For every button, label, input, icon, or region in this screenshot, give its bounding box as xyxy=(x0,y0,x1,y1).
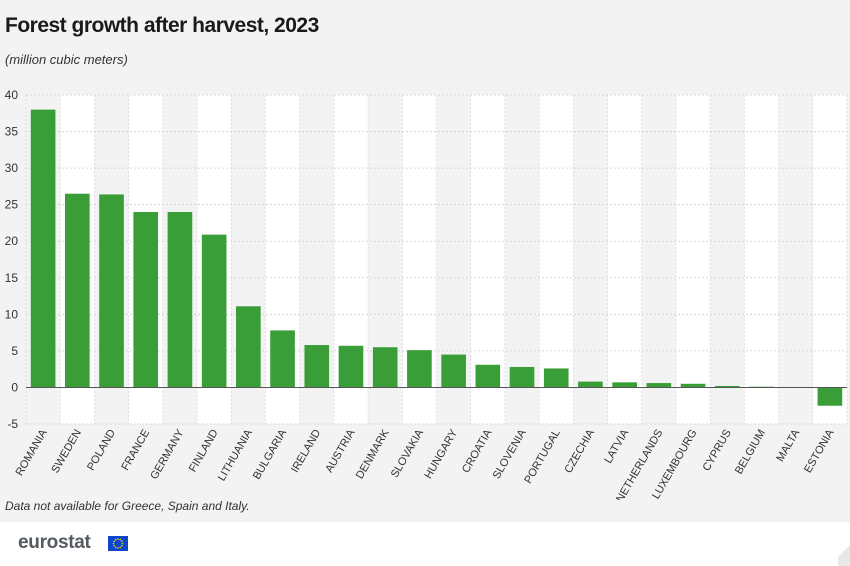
x-tick-label: DENMARK xyxy=(354,427,392,481)
y-tick-label: 20 xyxy=(5,234,19,248)
bar-chart: -5 0 5 10 15 20 25 30 35 40 ROMANIA SWEDEN POLAND FRA… xyxy=(5,88,848,500)
y-tick-label: 40 xyxy=(5,88,19,102)
bar-czechia xyxy=(578,381,603,388)
y-tick-label: -5 xyxy=(7,417,18,431)
y-tick-label: 5 xyxy=(11,344,18,358)
bar-latvia xyxy=(612,382,637,388)
bar-netherlands xyxy=(646,383,672,388)
eu-star-icon xyxy=(117,538,119,540)
column-band xyxy=(675,95,711,424)
x-tick-label: ESTONIA xyxy=(802,427,837,475)
x-tick-label: SWEDEN xyxy=(49,427,84,475)
x-tick-label: MALTA xyxy=(774,427,802,464)
bar-slovenia xyxy=(509,366,535,388)
x-tick-label: BULGARIA xyxy=(251,427,290,482)
x-tick-label: CZECHIA xyxy=(563,427,598,475)
x-tick-label: FRANCE xyxy=(119,428,152,473)
x-tick-label: ROMANIA xyxy=(14,427,50,478)
y-tick-label: 10 xyxy=(5,307,19,321)
y-tick-label: 25 xyxy=(5,198,19,212)
eu-flag-icon xyxy=(108,536,128,551)
y-tick-label: 0 xyxy=(11,380,18,394)
bar-sweden xyxy=(64,193,90,388)
chart-subtitle: (million cubic meters) xyxy=(5,52,128,67)
footer: eurostat xyxy=(0,522,850,566)
eu-star-icon xyxy=(121,544,123,547)
eu-star-icon xyxy=(117,547,119,549)
bar-luxembourg xyxy=(680,383,706,388)
x-tick-label: POLAND xyxy=(85,427,118,472)
eu-star-icon xyxy=(119,538,122,541)
bar-germany xyxy=(167,211,193,388)
x-tick-label: IRELAND xyxy=(289,427,323,474)
column-band xyxy=(812,95,847,424)
bar-hungary xyxy=(441,354,466,388)
column-band xyxy=(744,95,779,424)
bar-croatia xyxy=(475,364,501,388)
x-tick-label: SLOVENIA xyxy=(491,427,529,481)
eu-star-icon xyxy=(114,546,117,549)
eurostat-logo: eurostat xyxy=(18,532,91,553)
chart-title: Forest growth after harvest, 2023 xyxy=(5,14,319,37)
y-tick-label: 30 xyxy=(5,161,19,175)
eu-star-icon xyxy=(121,542,124,545)
x-tick-label: BELGIUM xyxy=(733,428,768,477)
bar-austria xyxy=(338,345,364,388)
eu-star-icon xyxy=(121,540,123,543)
bar-france xyxy=(133,211,159,388)
x-tick-label: LITHUANIA xyxy=(216,427,255,483)
x-tick-label: CYPRUS xyxy=(701,428,734,474)
x-tick-label: FINLAND xyxy=(187,427,221,474)
y-tick-label: 35 xyxy=(5,125,19,139)
x-tick-label: HUNGARY xyxy=(422,427,460,481)
column-band xyxy=(607,95,642,424)
y-tick-label: 15 xyxy=(5,271,19,285)
bar-lithuania xyxy=(236,306,261,388)
x-tick-label: GERMANY xyxy=(148,427,187,482)
corner-decoration xyxy=(838,536,850,566)
data-note: Data not available for Greece, Spain and… xyxy=(5,499,250,513)
eu-stars-icon xyxy=(112,538,124,549)
bar-ireland xyxy=(304,345,330,388)
x-tick-label: PORTUGAL xyxy=(522,428,563,486)
eu-star-icon xyxy=(119,546,122,549)
x-tick-label: SLOVAKIA xyxy=(389,427,427,480)
bar-estonia xyxy=(817,387,843,406)
bar-cyprus xyxy=(714,385,740,388)
bar-slovakia xyxy=(407,350,432,388)
bar-bulgaria xyxy=(270,330,295,388)
bar-portugal xyxy=(543,368,569,388)
bar-poland xyxy=(99,194,124,388)
eu-star-icon xyxy=(112,542,115,545)
bar-finland xyxy=(201,234,227,388)
x-tick-label: LATVIA xyxy=(602,427,631,466)
x-tick-label: AUSTRIA xyxy=(323,427,358,475)
eu-star-icon xyxy=(113,540,115,543)
eu-star-icon xyxy=(114,538,117,541)
bar-romania xyxy=(30,109,56,388)
eu-star-icon xyxy=(113,544,115,547)
x-tick-label: CROATIA xyxy=(460,427,495,475)
bar-denmark xyxy=(372,347,398,388)
